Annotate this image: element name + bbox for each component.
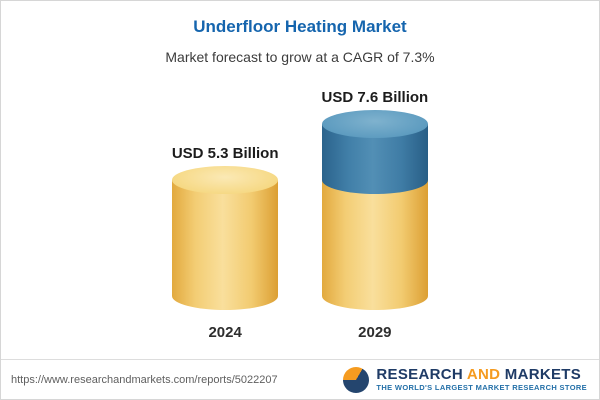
- brand-wordmark: RESEARCH AND MARKETS: [376, 365, 587, 383]
- chart-title: Underfloor Heating Market: [193, 17, 407, 36]
- brand-text-block: RESEARCH AND MARKETS THE WORLD'S LARGEST…: [376, 365, 587, 393]
- brand-globe-icon: [343, 366, 370, 393]
- brand-tagline: THE WORLD'S LARGEST MARKET RESEARCH STOR…: [376, 383, 587, 393]
- report-url: https://www.researchandmarkets.com/repor…: [11, 373, 278, 386]
- chart-subtitle: Market forecast to grow at a CAGR of 7.3…: [165, 49, 435, 65]
- year-label-2029: 2029: [358, 324, 392, 341]
- cylinder-2029-base-segment: [321, 180, 428, 310]
- bar-2029: USD 7.6 Billion 2029: [322, 89, 429, 341]
- cylinder-2024: [172, 166, 279, 310]
- brand-word-and: AND: [466, 365, 501, 383]
- cylinder-2029-top-ellipse: [321, 110, 428, 138]
- brand-word-research: RESEARCH: [376, 365, 463, 383]
- year-label-2024: 2024: [208, 324, 242, 341]
- chart-area: USD 5.3 Billion 2024 USD 7.6 Billion 202…: [1, 89, 599, 341]
- cylinder-2029: [321, 110, 428, 310]
- cylinder-2029-growth-segment: [321, 110, 428, 194]
- cylinder-2024-body: [172, 180, 279, 310]
- value-label-2029: USD 7.6 Billion: [321, 89, 429, 106]
- researchandmarkets-logo: RESEARCH AND MARKETS THE WORLD'S LARGEST…: [343, 365, 587, 393]
- bar-2024: USD 5.3 Billion 2024: [172, 145, 279, 341]
- value-label-2024: USD 5.3 Billion: [171, 145, 279, 162]
- footer-bar: https://www.researchandmarkets.com/repor…: [1, 359, 599, 399]
- cylinder-2024-top-ellipse: [172, 166, 279, 194]
- brand-word-markets: MARKETS: [504, 365, 582, 383]
